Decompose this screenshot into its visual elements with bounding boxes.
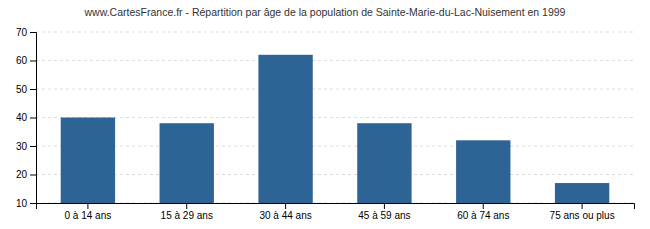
x-tick-mark bbox=[87, 203, 88, 209]
chart-title: www.CartesFrance.fr - Répartition par âg… bbox=[84, 6, 566, 18]
y-tick-mark bbox=[30, 32, 36, 33]
y-tick-label: 40 bbox=[16, 112, 28, 123]
y-tick: 10 bbox=[16, 198, 36, 209]
plot-area: 10 20 30 40 50 60 70 0 à 14 ans 15 à 29 ans 30 à … bbox=[16, 27, 635, 229]
y-tick-label: 50 bbox=[16, 84, 28, 95]
y-tick-label: 10 bbox=[16, 198, 28, 209]
x-tick-label: 15 à 29 ans bbox=[161, 210, 213, 221]
grid-line bbox=[36, 174, 634, 175]
grid-line bbox=[36, 117, 634, 118]
grid-line bbox=[36, 146, 634, 147]
x-tick-label: 75 ans ou plus bbox=[550, 210, 615, 221]
y-tick-label: 70 bbox=[16, 27, 28, 38]
y-tick: 30 bbox=[16, 141, 36, 152]
x-tick: 60 à 74 ans bbox=[457, 203, 509, 221]
x-tick: 45 à 59 ans bbox=[358, 203, 410, 221]
y-tick-label: 30 bbox=[16, 141, 28, 152]
y-tick: 70 bbox=[16, 27, 36, 38]
bar bbox=[160, 123, 214, 203]
x-tick-mark bbox=[483, 203, 484, 209]
y-axis: 10 20 30 40 50 60 70 bbox=[16, 27, 37, 209]
x-tick-label: 30 à 44 ans bbox=[259, 210, 311, 221]
bar bbox=[258, 55, 312, 203]
bar bbox=[61, 118, 115, 204]
x-tick-label: 45 à 59 ans bbox=[358, 210, 410, 221]
bars bbox=[61, 55, 610, 203]
grid-line bbox=[36, 60, 634, 61]
y-tick-mark bbox=[30, 118, 36, 119]
x-tick-mark bbox=[384, 203, 385, 209]
x-tick-label: 60 à 74 ans bbox=[457, 210, 509, 221]
grid bbox=[36, 32, 634, 203]
y-tick: 50 bbox=[16, 84, 36, 95]
x-tick: 15 à 29 ans bbox=[161, 203, 213, 221]
x-tick-mark bbox=[582, 203, 583, 209]
bar bbox=[555, 183, 609, 203]
y-tick: 20 bbox=[16, 169, 36, 180]
y-tick-mark bbox=[30, 89, 36, 90]
y-tick-mark bbox=[30, 175, 36, 176]
y-tick-mark bbox=[30, 61, 36, 62]
x-axis-line bbox=[37, 204, 635, 210]
y-tick: 40 bbox=[16, 112, 36, 123]
y-tick: 60 bbox=[16, 55, 36, 66]
grid-line bbox=[36, 89, 634, 90]
y-tick-mark bbox=[30, 146, 36, 147]
bar bbox=[357, 123, 411, 203]
y-axis-line bbox=[30, 33, 37, 204]
x-tick-mark bbox=[285, 203, 286, 209]
x-tick: 75 ans ou plus bbox=[550, 203, 615, 221]
bar bbox=[456, 140, 510, 203]
chart-container: www.CartesFrance.fr - Répartition par âg… bbox=[0, 0, 650, 229]
x-tick: 0 à 14 ans bbox=[65, 203, 112, 221]
y-tick-mark bbox=[30, 203, 36, 204]
y-tick-label: 60 bbox=[16, 55, 28, 66]
x-axis: 0 à 14 ans 15 à 29 ans 30 à 44 ans 45 à 59 … bbox=[37, 203, 635, 221]
x-tick-mark bbox=[186, 203, 187, 209]
chart-svg: www.CartesFrance.fr - Répartition par âg… bbox=[0, 0, 650, 229]
y-tick-label: 20 bbox=[16, 169, 28, 180]
x-tick: 30 à 44 ans bbox=[259, 203, 311, 221]
x-tick-label: 0 à 14 ans bbox=[65, 210, 112, 221]
grid-line bbox=[36, 32, 634, 33]
